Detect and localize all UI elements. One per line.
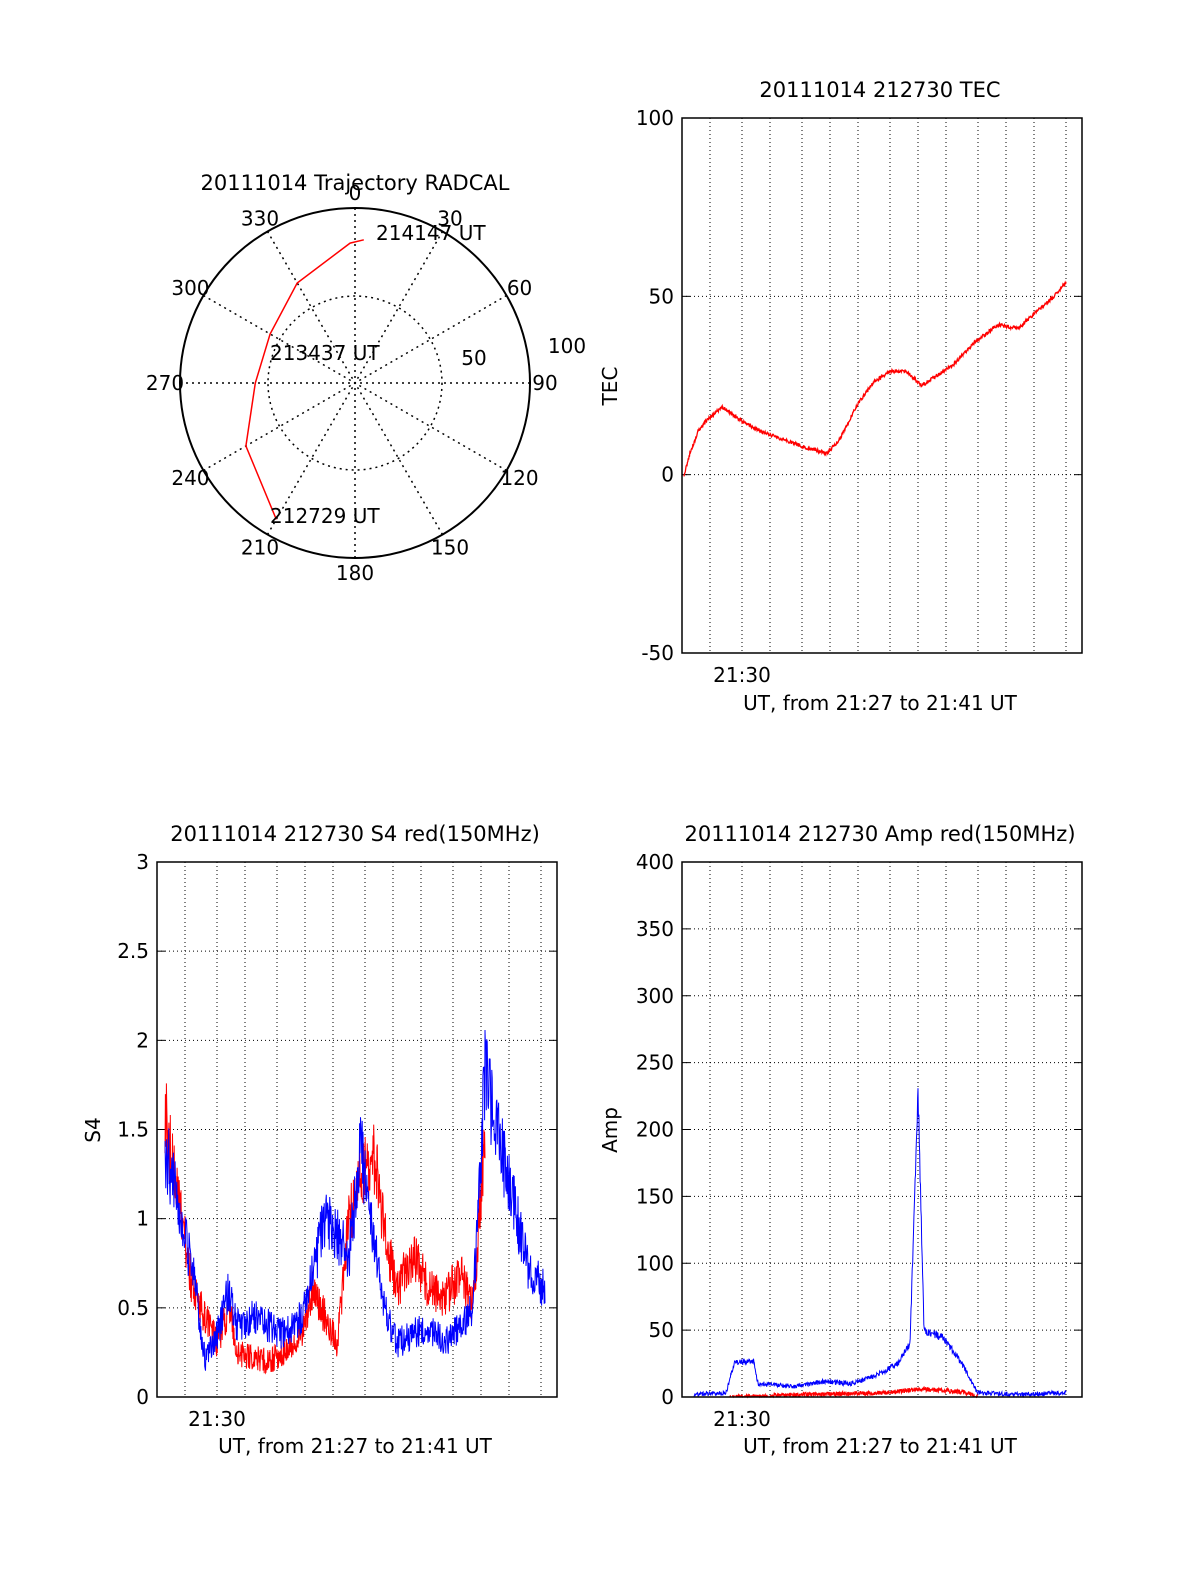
polar-angle-label-30: 30 [437, 206, 462, 230]
amp-ytick-label-6: 100 [636, 1251, 674, 1275]
polar-spoke-150 [266, 231, 444, 535]
tec-ytick-label-2: 0 [661, 463, 674, 487]
s4-chart-title: 20111014 212730 S4 red(150MHz) [170, 822, 540, 846]
trajectory-mid-label: 213437 UT [270, 341, 380, 365]
amp-ytick-label-0: 400 [636, 850, 674, 874]
tec-series-0 [683, 280, 1067, 477]
tec-ytick-label-0: 100 [636, 106, 674, 130]
s4-ytick-label-2: 2 [136, 1028, 149, 1052]
amp-ytick-label-7: 50 [649, 1318, 674, 1342]
s4-xtick-label-0: 21:30 [188, 1407, 246, 1431]
s4-ytick-label-3: 1.5 [117, 1118, 149, 1142]
polar-angle-label-240: 240 [171, 466, 209, 490]
polar-angle-label-120: 120 [500, 466, 538, 490]
s4-plot-frame [156, 861, 558, 1398]
s4-ytick-label-5: 0.5 [117, 1296, 149, 1320]
polar-radius-label-50: 50 [461, 346, 486, 370]
amp-xtick-label-0: 21:30 [713, 1407, 771, 1431]
polar-angle-label-210: 210 [241, 536, 279, 560]
tec-x-axis-label: UT, from 21:27 to 21:41 UT [743, 691, 1018, 715]
amp-x-axis-label: UT, from 21:27 to 21:41 UT [743, 1434, 1018, 1458]
trajectory-start-label: 212729 UT [270, 504, 380, 528]
amp-chart: 20111014 212730 Amp red(150MHz) Amp UT, … [598, 822, 1083, 1458]
polar-radius-label-100: 100 [548, 334, 586, 358]
tec-plot-frame [681, 117, 1083, 654]
amp-chart-title: 20111014 212730 Amp red(150MHz) [684, 822, 1075, 846]
polar-angle-label-60: 60 [507, 276, 532, 300]
amp-series-1 [729, 1385, 978, 1399]
amp-ytick-label-1: 350 [636, 917, 674, 941]
s4-ytick-label-1: 2.5 [117, 939, 149, 963]
amp-series-0 [693, 1088, 1067, 1398]
s4-y-axis-label: S4 [81, 1117, 105, 1142]
tec-ytick-label-3: -50 [641, 641, 674, 665]
s4-ytick-label-0: 3 [136, 850, 149, 874]
polar-angle-label-330: 330 [241, 206, 279, 230]
polar-angle-label-270: 270 [146, 371, 184, 395]
s4-chart: 20111014 212730 S4 red(150MHz) S4 UT, fr… [81, 822, 558, 1458]
s4-ytick-label-6: 0 [136, 1385, 149, 1409]
tec-chart: 20111014 212730 TEC TEC UT, from 21:27 t… [598, 78, 1083, 715]
polar-inner-ring [267, 295, 443, 471]
polar-angle-label-180: 180 [336, 561, 374, 585]
polar-angle-label-90: 90 [532, 371, 557, 395]
amp-ytick-label-8: 0 [661, 1385, 674, 1409]
polar-trajectory-chart: 20111014 Trajectory RADCAL 0 30 60 90 120 150… [146, 171, 586, 585]
amp-ytick-label-3: 250 [636, 1051, 674, 1075]
trajectory-end-label: 214147 UT [376, 221, 486, 245]
polar-angle-label-0: 0 [349, 181, 362, 205]
polar-angle-label-300: 300 [171, 276, 209, 300]
amp-ytick-label-2: 300 [636, 984, 674, 1008]
amp-ytick-label-5: 150 [636, 1184, 674, 1208]
trajectory-line [245, 239, 364, 520]
tec-chart-title: 20111014 212730 TEC [759, 78, 1000, 102]
tec-xtick-label-0: 21:30 [713, 663, 771, 687]
tec-ytick-label-1: 50 [649, 284, 674, 308]
polar-chart-title: 20111014 Trajectory RADCAL [201, 171, 510, 195]
s4-x-axis-label: UT, from 21:27 to 21:41 UT [218, 1434, 493, 1458]
amp-plot-frame [681, 861, 1083, 1398]
amp-ytick-label-4: 200 [636, 1118, 674, 1142]
tec-y-axis-label: TEC [598, 367, 622, 407]
s4-series-1 [164, 1029, 546, 1371]
polar-angle-label-150: 150 [431, 536, 469, 560]
amp-y-axis-label: Amp [598, 1107, 622, 1153]
s4-ytick-label-4: 1 [136, 1207, 149, 1231]
